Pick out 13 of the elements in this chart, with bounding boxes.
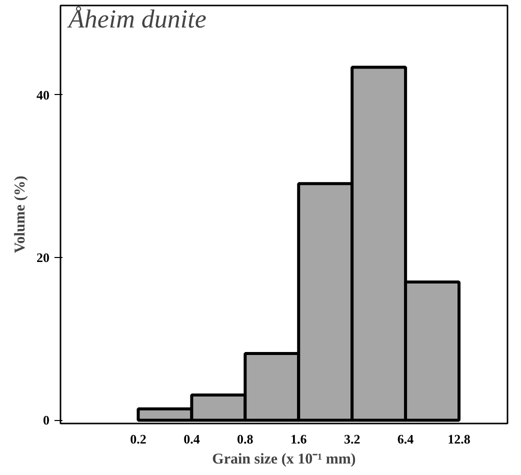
- x-tick-label: 0.8: [237, 432, 254, 446]
- y-tick-label: 0: [43, 412, 50, 428]
- x-tick-label: 1.6: [290, 432, 308, 446]
- chart-title: Åheim dunite: [66, 4, 206, 34]
- x-tick-label: 0.2: [130, 432, 146, 446]
- x-tick-label: 0.4: [184, 432, 200, 446]
- x-tick-label: 6.4: [397, 432, 414, 446]
- y-axis-title: Volume (%): [12, 176, 28, 254]
- x-tick-label: 12.8: [448, 432, 471, 446]
- x-tick-label: 3.2: [344, 432, 360, 446]
- x-axis-title: Grain size (x 10⁻¹ mm): [212, 452, 356, 468]
- y-tick-label: 40: [36, 87, 50, 102]
- y-tick-label: 20: [36, 250, 50, 266]
